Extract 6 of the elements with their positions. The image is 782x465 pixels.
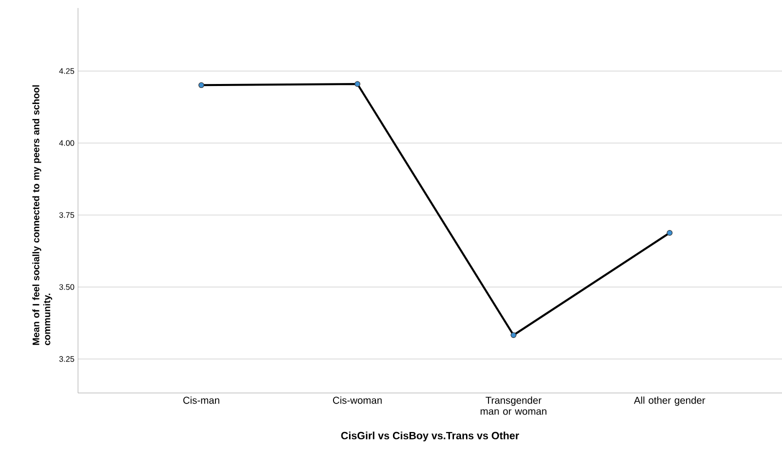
x-tick-label: Cis-woman xyxy=(333,396,382,404)
x-tick-label: Cis-man xyxy=(183,396,220,404)
x-tick-label: Transgender man or woman xyxy=(480,396,546,415)
x-tick-label: All other gender xyxy=(634,396,706,406)
y-axis-title: Mean of I feel socially connected to my peers and school community. xyxy=(32,85,52,346)
x-axis-title: CisGirl vs CisBoy vs.Trans vs Other xyxy=(341,432,520,442)
